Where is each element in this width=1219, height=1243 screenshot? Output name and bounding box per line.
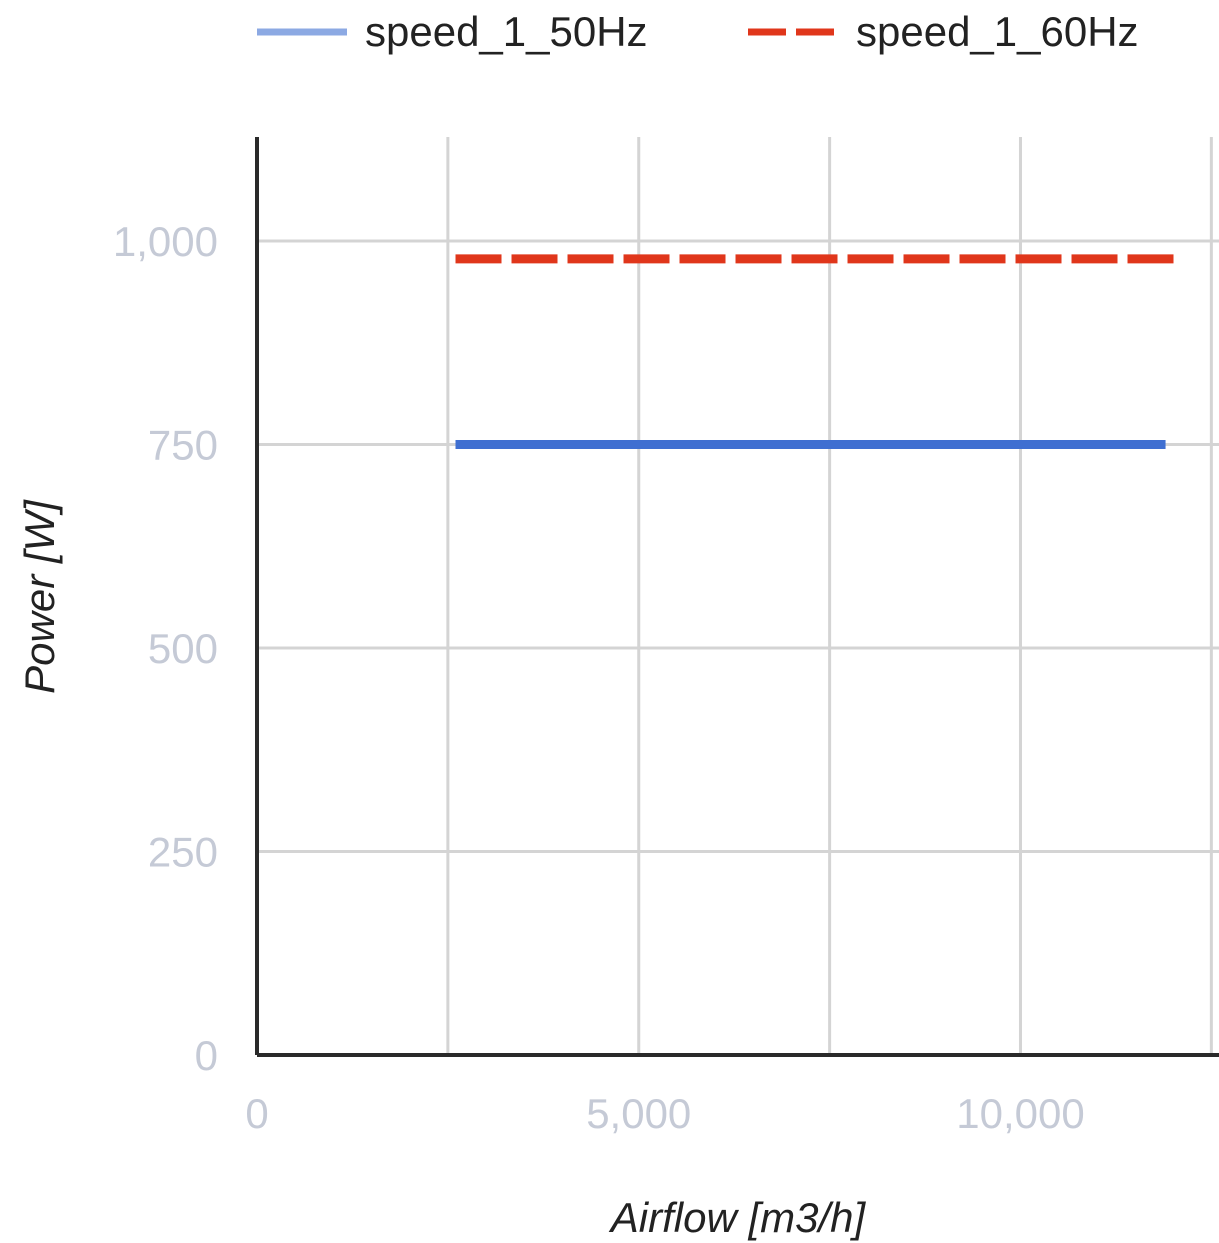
y-tick-label-1: 250 bbox=[148, 829, 218, 876]
axes bbox=[255, 137, 1219, 1057]
x-tick-label-0: 0 bbox=[245, 1090, 268, 1137]
grid bbox=[257, 137, 1219, 1055]
series-layer bbox=[455, 254, 1181, 449]
x-axis-title: Airflow [m3/h] bbox=[608, 1194, 867, 1241]
x-tick-label-2: 10,000 bbox=[956, 1090, 1084, 1137]
legend-label-speed_1_50Hz: speed_1_50Hz bbox=[365, 8, 648, 55]
y-tick-label-3: 750 bbox=[148, 422, 218, 469]
legend: speed_1_50Hz speed_1_60Hz bbox=[257, 8, 1139, 55]
y-tick-label-0: 0 bbox=[195, 1032, 218, 1079]
tick-labels: 0 250 500 750 1,000 0 5,000 10,000 bbox=[113, 218, 1085, 1137]
y-tick-label-2: 500 bbox=[148, 625, 218, 672]
y-tick-label-4: 1,000 bbox=[113, 218, 218, 265]
legend-label-speed_1_60Hz: speed_1_60Hz bbox=[856, 8, 1139, 55]
x-tick-label-1: 5,000 bbox=[586, 1090, 691, 1137]
y-axis-title: Power [W] bbox=[16, 499, 63, 694]
